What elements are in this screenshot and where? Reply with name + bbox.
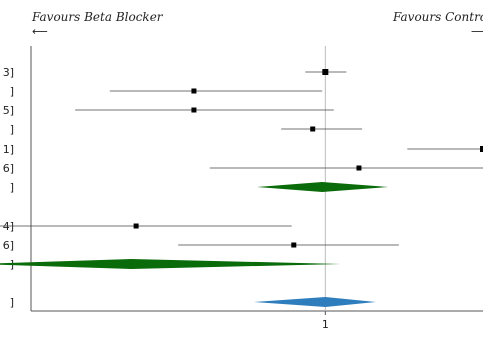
overall-diamond: [253, 297, 376, 307]
subgroup-diamond-1: [257, 182, 389, 192]
row-label-7: 4]: [3, 220, 14, 233]
point-estimate-6: [133, 223, 139, 229]
subgroup-diamond-2: [0, 259, 342, 269]
row-label-6: ]: [10, 181, 14, 194]
point-estimate-4: [480, 146, 483, 152]
row-labels: 3]]5]]1]6]]4]6]]]: [3, 66, 14, 309]
point-estimate-2: [191, 107, 197, 113]
row-label-1: ]: [10, 85, 14, 98]
point-estimate-3: [310, 126, 316, 132]
point-estimate-1: [191, 88, 197, 94]
row-label-8: 6]: [3, 239, 14, 252]
point-estimate-0: [322, 69, 329, 75]
favours-left-arrow: ⟵: [32, 25, 48, 38]
row-label-0: 3]: [3, 66, 14, 79]
row-label-5: 6]: [3, 162, 14, 175]
row-label-10: ]: [10, 296, 14, 309]
forest-marks: [0, 69, 483, 307]
x-tick-label-1: 1: [322, 318, 329, 331]
row-label-3: ]: [10, 123, 14, 136]
row-label-2: 5]: [3, 104, 14, 117]
point-estimate-7: [291, 242, 297, 248]
point-estimate-5: [356, 165, 362, 171]
favours-right-arrow: ⟶: [471, 25, 483, 38]
favours-left-label: Favours Beta Blocker: [31, 10, 164, 24]
row-label-4: 1]: [3, 143, 14, 156]
favours-right-label: Favours Control: [392, 10, 483, 24]
